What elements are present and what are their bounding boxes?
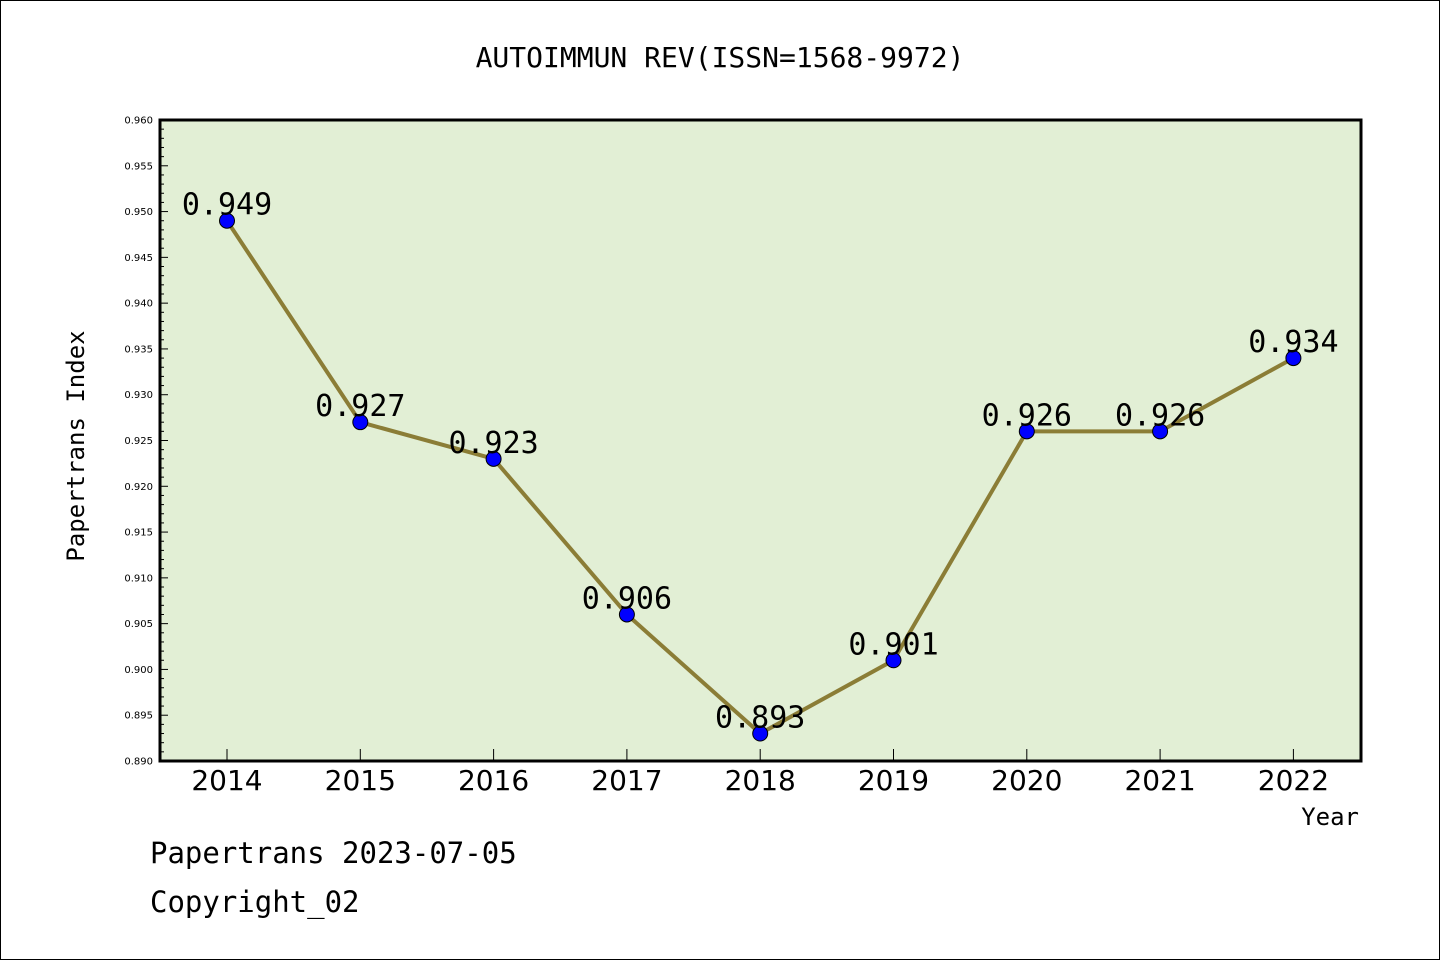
data-point xyxy=(1152,423,1169,440)
x-tick-label: 2021 xyxy=(1124,764,1195,797)
data-point-label: 0.893 xyxy=(715,701,805,736)
x-axis-label: Year xyxy=(1301,803,1359,831)
y-tick-label: 0.915 xyxy=(124,528,153,539)
x-tick-label: 2019 xyxy=(858,764,929,797)
y-tick-label: 0.895 xyxy=(124,711,153,722)
series-layer xyxy=(219,212,1302,742)
y-tick-label: 0.945 xyxy=(124,253,153,264)
data-point xyxy=(618,606,635,623)
y-tick-label: 0.940 xyxy=(124,299,153,310)
y-tick-label: 0.935 xyxy=(124,344,153,355)
data-point xyxy=(485,450,502,467)
y-tick-label: 0.955 xyxy=(124,161,153,172)
chart-title: AUTOIMMUN REV(ISSN=1568-9972) xyxy=(476,41,965,74)
plot-area xyxy=(158,118,1363,763)
footer-copyright: Copyright_02 xyxy=(150,885,360,919)
x-tick-label: 2015 xyxy=(325,764,396,797)
x-tick-label: 2017 xyxy=(591,764,662,797)
y-tick-label: 0.920 xyxy=(124,482,153,493)
x-tick-label: 2016 xyxy=(458,764,529,797)
data-point xyxy=(1285,350,1302,367)
y-tick-label: 0.925 xyxy=(124,436,153,447)
data-point-label: 0.923 xyxy=(448,426,538,461)
data-point xyxy=(885,652,902,669)
data-point-label: 0.927 xyxy=(315,389,405,424)
data-point-label: 0.934 xyxy=(1248,325,1338,360)
data-point-label: 0.901 xyxy=(848,627,938,662)
data-point-label: 0.926 xyxy=(982,398,1072,433)
x-tick-label: 2022 xyxy=(1258,764,1329,797)
data-point xyxy=(752,725,769,742)
x-axis-ticks: 2014 2015 2016 2017 2018 2019 2020 2021 2022 xyxy=(191,749,1329,797)
y-tick-label: 0.930 xyxy=(124,390,153,401)
data-point-label: 0.906 xyxy=(582,581,672,616)
footer-date: Papertrans 2023-07-05 xyxy=(150,836,517,870)
data-point xyxy=(1018,423,1035,440)
x-tick-label: 2014 xyxy=(191,764,262,797)
y-tick-label: 0.900 xyxy=(124,665,153,676)
y-axis-label: Papertrans Index xyxy=(62,330,90,561)
y-tick-label: 0.960 xyxy=(124,116,153,127)
x-tick-label: 2018 xyxy=(725,764,796,797)
y-tick-label: 0.905 xyxy=(124,619,153,630)
y-tick-label: 0.910 xyxy=(124,573,153,584)
data-point xyxy=(219,212,235,229)
y-axis-ticks: 0.890 0.895 0.900 0.905 0.910 0.915 0.920 0.925… xyxy=(124,116,168,768)
data-point xyxy=(352,414,369,431)
data-point-label: 0.926 xyxy=(1115,398,1205,433)
x-tick-label: 2020 xyxy=(991,764,1062,797)
y-tick-label: 0.890 xyxy=(124,757,153,768)
y-tick-label: 0.950 xyxy=(124,207,153,218)
data-labels: 0.949 0.927 0.923 0.906 0.893 0.901 0.926 0.926… xyxy=(182,188,1339,736)
data-point-label: 0.949 xyxy=(182,188,272,223)
